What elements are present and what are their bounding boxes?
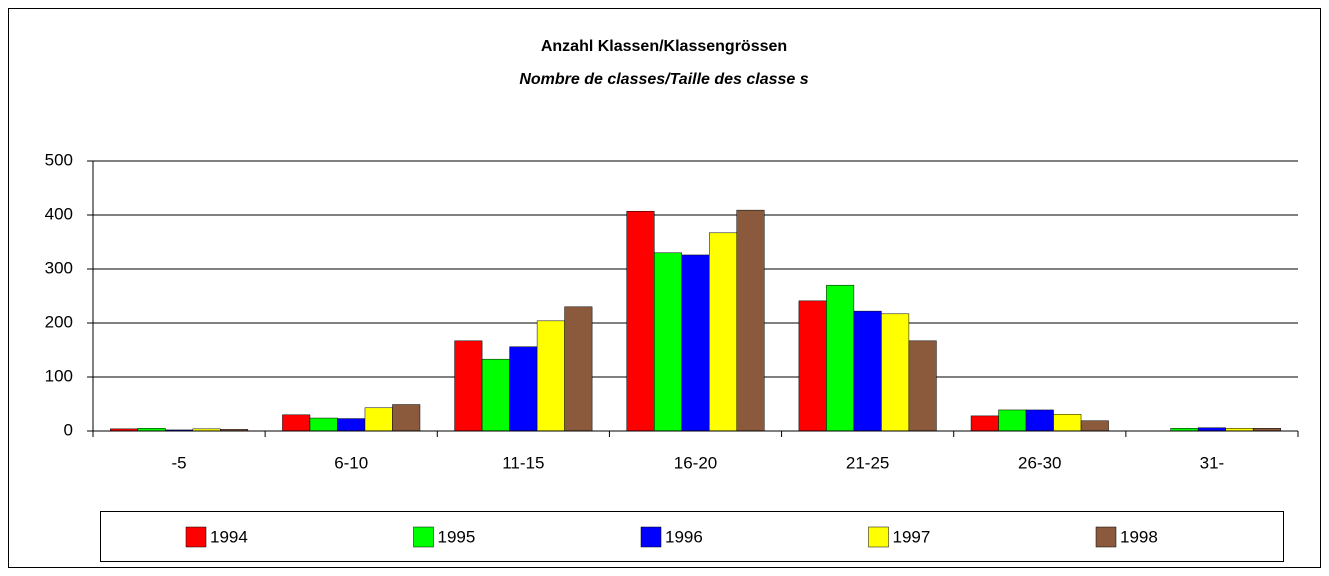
bar (536, 320, 565, 432)
bar (908, 340, 937, 432)
legend-label: 1998 (1120, 527, 1158, 546)
bar (681, 254, 710, 432)
bar (364, 407, 393, 432)
x-tick-label: 16-20 (674, 453, 717, 472)
bar (392, 404, 421, 432)
bar (998, 409, 1027, 432)
bar (853, 310, 882, 432)
bar (826, 284, 855, 432)
x-tick-label: 11-15 (502, 453, 544, 472)
bar (798, 300, 827, 432)
chart-title: Anzahl Klassen/Klassengrössen (541, 38, 787, 55)
y-tick-label: 400 (45, 204, 73, 223)
bar (654, 252, 682, 432)
bar (736, 209, 765, 432)
legend-swatch (413, 526, 434, 548)
x-tick-label: 6-10 (334, 453, 368, 472)
chart-subtitle: Nombre de classes/Taille des classe s (519, 71, 808, 88)
x-tick-label: -5 (172, 453, 187, 472)
y-tick-label: 500 (45, 150, 73, 169)
bar (481, 358, 510, 432)
legend-swatch (640, 526, 662, 548)
y-tick-label: 0 (64, 420, 73, 439)
bar (509, 346, 538, 432)
legend-label: 1994 (210, 527, 248, 546)
bar (564, 306, 593, 432)
legend-swatch (868, 526, 889, 548)
bar (1025, 409, 1054, 432)
bar (626, 210, 655, 432)
bar (337, 418, 366, 432)
bar (709, 232, 737, 432)
legend-box (100, 511, 1284, 562)
bar (881, 313, 910, 432)
x-tick-label: 26-30 (1018, 453, 1061, 472)
legend-label: 1995 (438, 527, 476, 546)
bar (1080, 420, 1109, 432)
x-tick-label: 21-25 (846, 453, 889, 472)
bar (1053, 414, 1082, 432)
x-tick-label: 31- (1200, 453, 1225, 472)
bar (454, 340, 483, 432)
bar (970, 415, 999, 432)
bar (309, 417, 338, 432)
legend-swatch (1095, 526, 1117, 548)
bar (282, 414, 311, 432)
legend-label: 1996 (665, 527, 703, 546)
y-tick-label: 300 (45, 258, 73, 277)
legend-label: 1997 (893, 527, 931, 546)
y-tick-label: 100 (45, 366, 73, 385)
legend-swatch (185, 526, 207, 548)
y-tick-label: 200 (45, 312, 73, 331)
